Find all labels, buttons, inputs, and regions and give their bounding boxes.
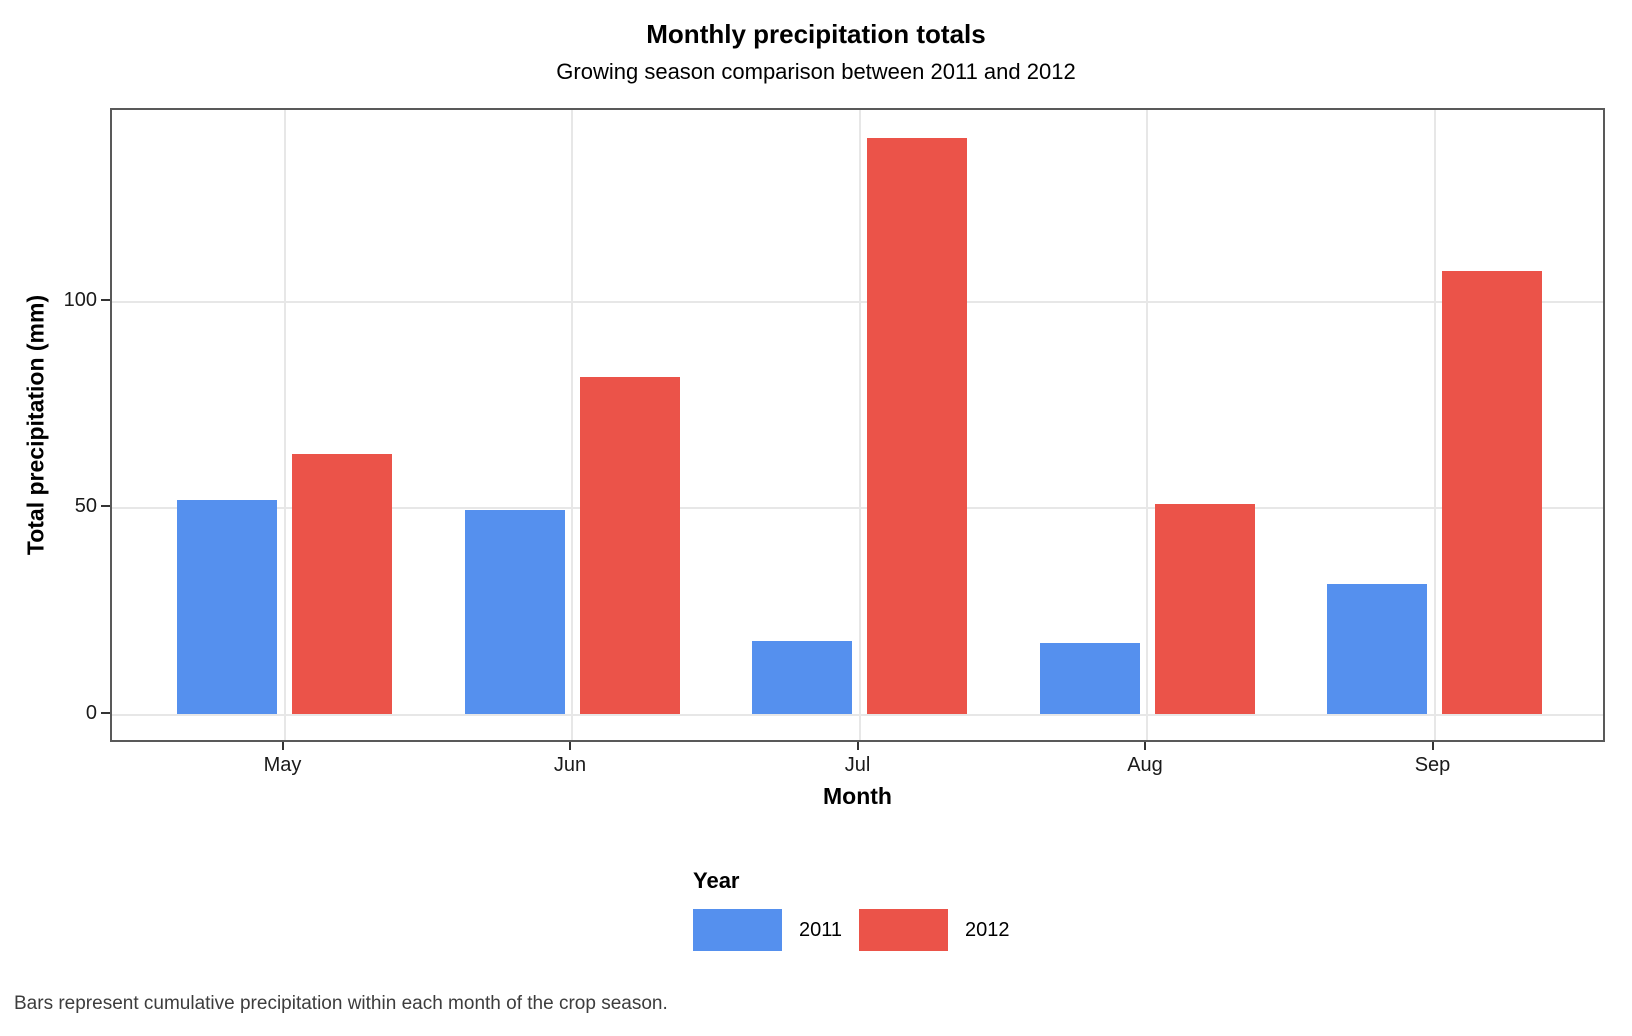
y-tick-0 (101, 711, 110, 714)
bar-2011-May (177, 499, 277, 715)
y-tick-100 (101, 298, 110, 301)
x-tick-Aug (1144, 742, 1146, 750)
bar-2012-Sep (1442, 271, 1542, 715)
x-tick-label-Sep: Sep (1414, 754, 1451, 776)
x-tick-Sep (1431, 742, 1434, 750)
legend-items: 2011 2012 (693, 909, 1010, 951)
x-tick-label-Jul: Jul (844, 754, 871, 776)
legend-label-2011: 2011 (799, 919, 843, 941)
x-tick-label-Aug: Aug (1127, 754, 1163, 776)
gridline-x-May (283, 110, 286, 740)
y-tick-label-50: 50 (74, 495, 97, 517)
y-tick-label-0: 0 (85, 701, 97, 724)
y-tick-50 (101, 505, 110, 507)
x-tick-Jul (856, 742, 859, 750)
bar-2011-Sep (1327, 583, 1427, 715)
bar-2012-May (292, 453, 392, 715)
y-tick-label-100: 100 (63, 288, 97, 311)
chart-caption: Bars represent cumulative precipitation … (14, 993, 668, 1014)
gridline-y-0 (112, 713, 1603, 716)
bar-2012-Jul (867, 138, 967, 715)
bar-2011-Aug (1039, 643, 1140, 715)
chart-title: Monthly precipitation totals (646, 19, 986, 49)
x-tick-May (281, 742, 284, 750)
legend-title: Year (693, 868, 740, 893)
legend-swatch-2011 (693, 909, 782, 951)
gridline-x-Jul (858, 110, 861, 740)
legend-label-2012: 2012 (965, 919, 1010, 941)
gridline-y-100 (112, 300, 1603, 303)
bar-2012-Aug (1154, 503, 1255, 715)
gridline-x-Sep (1433, 110, 1436, 740)
x-tick-label-Jun: Jun (553, 754, 587, 776)
plot-panel (110, 108, 1605, 742)
legend: Year 2011 2012 (693, 868, 1010, 951)
x-axis-title: Month (823, 783, 892, 809)
x-tick-label-May: May (263, 754, 302, 776)
chart-subtitle: Growing season comparison between 2011 a… (556, 59, 1076, 84)
legend-swatch-2012 (859, 909, 949, 951)
gridline-x-Jun (571, 110, 573, 740)
bar-2011-Jun (464, 510, 565, 715)
x-tick-Jun (569, 742, 571, 750)
bar-2012-Jun (579, 376, 680, 715)
bar-2011-Jul (752, 640, 852, 715)
gridline-x-Aug (1146, 110, 1148, 740)
gridline-y-50 (112, 507, 1603, 509)
